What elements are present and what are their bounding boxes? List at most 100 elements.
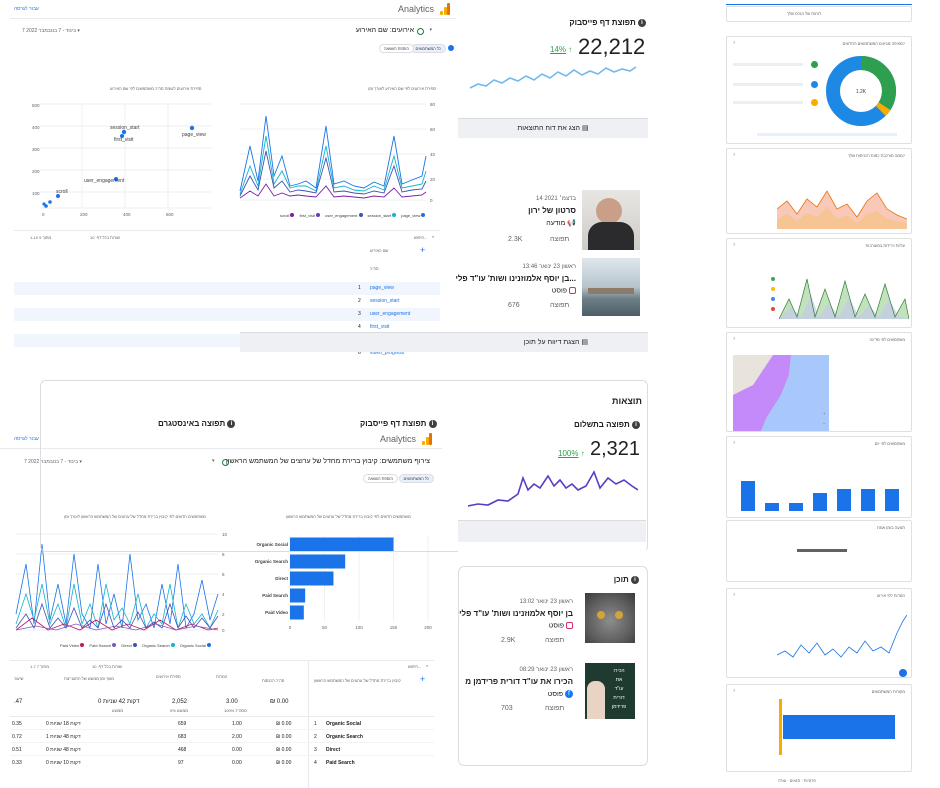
strip-card[interactable]: מאיפה מגיעים המשתמשים החדשים? ? 1.2K <box>726 36 912 144</box>
switch-version-link[interactable]: עבור לגרסה <box>14 6 39 12</box>
add-dimension-icon[interactable]: + <box>420 245 426 255</box>
view-results-report-button[interactable]: ▤ הצג את דוח התוצאות <box>458 118 648 138</box>
zoom-out-icon[interactable]: − <box>823 421 826 426</box>
column-header[interactable]: משך זמן ממוצע של התעניינות <box>64 676 114 681</box>
category-label: Direct <box>275 576 288 581</box>
strip-card[interactable]: משתמשים לפי יום ? <box>726 436 912 518</box>
all-users-chip[interactable]: כל המשתמשים <box>410 44 446 53</box>
view-content-report-button[interactable]: ▤ הצגת דיווח על תוכן <box>240 332 648 352</box>
legend-dot-icon <box>771 287 775 291</box>
table-search-input[interactable]: חיפוש... <box>414 235 428 240</box>
help-icon[interactable]: ? <box>733 242 736 247</box>
legend-item[interactable]: user_engagement <box>325 213 363 218</box>
strip-card[interactable]: תנועה בזמן אמת <box>726 520 912 582</box>
column-header[interactable]: המרות <box>216 674 228 679</box>
add-comparison-button[interactable]: הוספת השוואה <box>378 44 414 53</box>
check-circle-icon <box>417 28 424 35</box>
table-row[interactable]: 4 Paid Search ₪ 0.00 0.00 97 0 דקות 10 שניו… <box>12 760 355 766</box>
scatter-x-tick: 0 <box>42 212 45 217</box>
help-icon[interactable]: ? <box>733 40 736 45</box>
help-icon[interactable]: ? <box>733 152 736 157</box>
ga-events-report: עבור לגרסה Analytics 7 בינוד - 7 בנובמבר… <box>10 0 456 358</box>
column-header[interactable]: שיעור <box>14 676 24 681</box>
legend-item[interactable]: Organic Search <box>142 643 175 648</box>
help-icon[interactable]: ? <box>733 440 736 445</box>
scatter-y-tick: 300 <box>32 147 40 152</box>
add-comparison-button[interactable]: הוספת השוואה <box>362 474 398 483</box>
all-users-chip[interactable]: כל המשתמשים <box>398 474 434 483</box>
y-tick: 2 <box>222 612 225 617</box>
post-thumbnail-lawyer[interactable]: הכירו את עו"ד דורית פרידמן <box>585 663 635 719</box>
chat-icon[interactable] <box>899 669 907 677</box>
bar <box>290 554 346 569</box>
table-row[interactable]: 3 Direct ₪ 0.00 0.00 468 0 דקות 48 שניות 0.… <box>10 743 434 756</box>
help-icon[interactable]: ? <box>733 592 736 597</box>
scatter-x-tick: 600 <box>166 212 174 217</box>
strip-card[interactable]: משתמשים לפי מדינה ? + − <box>726 332 912 432</box>
info-icon[interactable]: i <box>632 420 640 429</box>
legend-item[interactable]: page_view <box>401 213 426 218</box>
y-tick: 20 <box>430 177 436 182</box>
help-icon[interactable]: ? <box>733 688 736 693</box>
scatter-label: user_engagement <box>84 178 125 184</box>
legend-item[interactable]: Direct <box>121 643 137 648</box>
info-icon[interactable]: i <box>428 419 437 428</box>
post-title[interactable]: סרטון של ירון <box>528 206 576 215</box>
help-icon[interactable]: ? <box>733 336 736 341</box>
legend-item[interactable]: scroll <box>280 213 295 218</box>
strip-card[interactable]: עליות וירידות במעורבות ? <box>726 238 912 328</box>
table-row[interactable]: 1 Organic Social ₪ 0.00 1.00 659 0 דקות 18 … <box>10 717 434 730</box>
info-icon[interactable]: i <box>227 419 236 428</box>
legend-item[interactable]: Organic Social <box>180 643 211 648</box>
strip-card[interactable]: המרות לפי אירוע ? <box>726 588 912 678</box>
column-header-total: סה"כ <box>370 266 379 271</box>
line-legend: Organic Social Organic Search Direct Pai… <box>60 643 211 648</box>
table-row[interactable]: 4 first_visit <box>358 324 390 330</box>
info-icon[interactable]: i <box>631 575 639 584</box>
area-chart <box>779 278 909 319</box>
post-title[interactable]: הכירו את עו"ד דורית פרידמן מ <box>465 677 573 686</box>
chevron-down-icon[interactable]: ▾ <box>429 27 432 33</box>
scatter-x-tick: 400 <box>123 212 131 217</box>
table-row[interactable]: 6 video_progress <box>358 350 405 356</box>
column-header-event-name[interactable]: שם האירוע <box>370 248 389 253</box>
column-header[interactable]: ספירת אירועים <box>156 674 181 679</box>
post-title[interactable]: בן יוסף אלמוזנינו ושות' עו"ד פלי <box>459 609 573 618</box>
post-thumbnail-cat[interactable] <box>585 593 635 643</box>
legend-item[interactable]: Paid Video <box>60 643 85 648</box>
post-thumbnail-man[interactable] <box>582 190 640 250</box>
switch-version-link[interactable]: עבור לגרסה <box>14 436 39 442</box>
strip-card[interactable]: ממה מורכבת כמות הכניסות שלך? ? <box>726 148 912 234</box>
post-thumbnail-harbor[interactable] <box>582 258 640 316</box>
table-row[interactable]: 2 Organic Search ₪ 0.00 2.00 683 1 דקות 48 … <box>10 730 434 743</box>
post-title[interactable]: בן יוסף אלמוזנינו ושות' עו"ד פלי... <box>455 274 576 283</box>
x-tick-label: 50 <box>322 625 328 630</box>
chevron-down-icon[interactable]: ▾ <box>212 458 215 464</box>
add-dimension-icon[interactable]: + <box>420 674 426 684</box>
column-header[interactable]: קיבוץ ברירת מחדל של ערוצים של המשתמש הרא… <box>314 678 401 683</box>
x-tick-label: 100 <box>355 625 363 630</box>
zoom-in-icon[interactable]: + <box>823 411 826 416</box>
line-chart <box>777 614 907 658</box>
date-range-selector[interactable]: 7 בינוד - 7 בנובמבר 2022 ▾ <box>24 459 82 465</box>
paid-reach-title: i תפוצה בתשלום <box>574 420 640 429</box>
info-icon[interactable]: i <box>638 18 646 27</box>
table-search-input[interactable]: חיפוש... <box>408 664 422 669</box>
post-reach-label: תפוצה <box>550 302 570 309</box>
legend-item[interactable]: first_visit <box>299 213 321 218</box>
legend-item[interactable]: Paid Search <box>89 643 117 648</box>
table-row[interactable]: 3 user_engagement <box>14 308 440 321</box>
table-row[interactable]: 2 session_start <box>358 298 400 304</box>
scatter-x-tick: 200 <box>80 212 88 217</box>
analytics-logo-icon <box>422 433 432 445</box>
column-header[interactable]: סה"כ הכנסות <box>262 678 285 683</box>
strip-card[interactable]: מקורות המשתמשים ? <box>726 684 912 772</box>
paid-report-bar[interactable] <box>458 520 646 542</box>
date-range-selector[interactable]: 7 בינוד - 7 בנובמבר 2022 ▾ <box>22 28 80 34</box>
strip-header: דוחות של הנכס שלך <box>726 6 912 22</box>
table-row[interactable]: 1 page_view <box>14 282 440 295</box>
map-view[interactable] <box>733 355 829 431</box>
paid-reach-card: i תפוצה בתשלום 2,321 100% ↑ <box>458 414 646 552</box>
legend-item[interactable]: session_start <box>368 213 397 218</box>
bar <box>290 537 394 552</box>
